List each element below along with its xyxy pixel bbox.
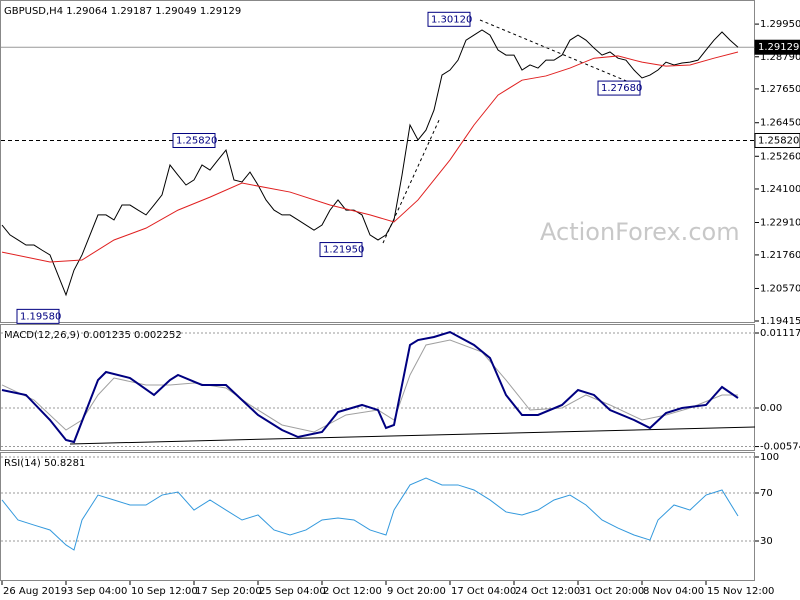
x-tick-label: 3 Sep 04:00 (67, 586, 127, 597)
y-tick-label: -0.005746 (760, 442, 800, 453)
annotation-box (16, 308, 60, 324)
trend-line (382, 117, 441, 244)
x-tick-label: 9 Oct 20:00 (387, 586, 446, 597)
price-level-label: 1.25820 (758, 135, 799, 146)
y-tick-label: 0.011177 (760, 328, 800, 339)
y-tick-label: 30 (760, 536, 773, 547)
x-tick-label: 17 Oct 04:00 (451, 586, 516, 597)
series-line (1, 339, 738, 433)
x-tick-label: 10 Sep 12:00 (131, 586, 198, 597)
rsi-panel (0, 452, 755, 581)
series-line (1, 51, 739, 263)
price-panel (0, 0, 755, 323)
price-level-box (754, 39, 800, 55)
x-tick-label: 24 Oct 12:00 (515, 586, 580, 597)
x-tick-label: 2 Oct 12:00 (323, 586, 382, 597)
y-tick-label: 100 (760, 452, 779, 463)
panel-title: GBPUSD,H4 1.29064 1.29187 1.29049 1.2912… (4, 6, 241, 17)
x-tick-label: 31 Oct 20:00 (579, 586, 644, 597)
x-tick-label: 26 Aug 2019 (3, 586, 67, 597)
annotation-box (427, 11, 471, 27)
macd-trend-line (69, 426, 756, 445)
x-tick-label: 17 Sep 20:00 (195, 586, 262, 597)
y-tick-label: 1.24100 (760, 184, 800, 195)
annotation-label: 1.25820 (176, 135, 217, 146)
price-level-label: 1.29129 (758, 42, 799, 53)
annotation-label: 1.30120 (431, 14, 472, 25)
y-tick-label: 1.27650 (760, 84, 800, 95)
annotation-box (319, 242, 363, 258)
panel-title: RSI(14) 50.8281 (4, 458, 85, 469)
y-tick-label: 1.20570 (760, 283, 800, 294)
y-tick-label: 1.22910 (760, 218, 800, 229)
y-tick-label: 1.19415 (760, 316, 800, 327)
series-line (1, 330, 739, 444)
annotation-box (172, 132, 216, 148)
x-tick-label: 8 Nov 04:00 (643, 586, 704, 597)
y-tick-label: 1.26450 (760, 118, 800, 129)
annotation-label: 1.19580 (20, 311, 61, 322)
y-tick-label: 1.28790 (760, 52, 800, 63)
annotation-box (597, 80, 641, 96)
annotation-label: 1.21950 (323, 245, 364, 256)
x-tick-label: 15 Nov 12:00 (707, 586, 774, 597)
annotation-label: 1.27680 (601, 83, 642, 94)
y-tick-label: 1.21760 (760, 250, 800, 261)
y-tick-label: 1.29950 (760, 19, 800, 30)
y-tick-label: 1.25260 (760, 151, 800, 162)
trend-line (479, 19, 637, 86)
series-line (1, 477, 739, 551)
panel-title: MACD(12,26,9) 0.001235 0.002252 (4, 330, 182, 341)
y-tick-label: 70 (760, 488, 773, 499)
price-level-box (754, 132, 800, 148)
x-tick-label: 25 Sep 04:00 (259, 586, 326, 597)
macd-panel (0, 324, 755, 451)
watermark: ActionForex.com (540, 218, 740, 246)
y-tick-label: 0.00 (760, 403, 782, 414)
